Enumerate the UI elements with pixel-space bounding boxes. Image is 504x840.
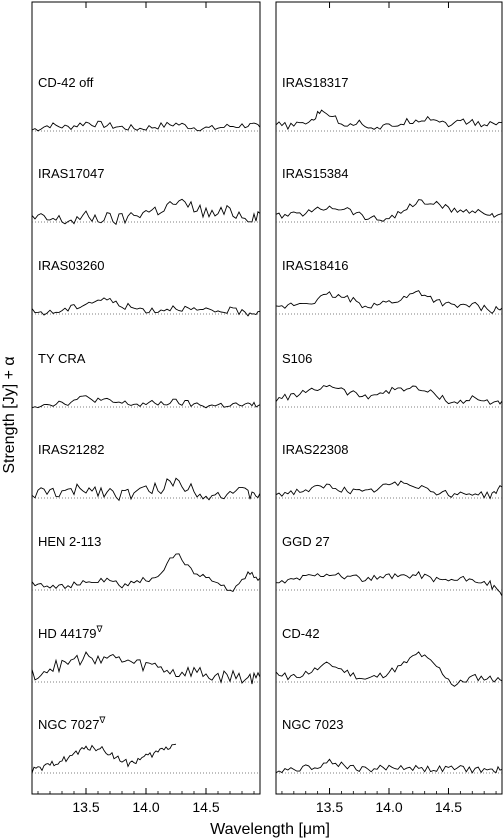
series-label: TY CRA xyxy=(38,351,86,366)
spectrum-line xyxy=(31,651,261,685)
series-label-superscript: ∇ xyxy=(96,624,104,634)
spectrum-line xyxy=(31,120,261,132)
series-label: GGD 27 xyxy=(282,534,330,549)
y-axis-label: Strength [Jy] + α xyxy=(1,356,18,473)
series-label-superscript: ∇ xyxy=(98,715,106,725)
series-label: IRAS18416 xyxy=(282,258,349,273)
spectrum-line xyxy=(31,743,177,774)
spectrum-line xyxy=(275,758,503,774)
panel-frame xyxy=(31,1,261,795)
series-label: NGC 7023 xyxy=(282,717,343,732)
spectrum-line xyxy=(31,395,261,409)
right-panel: 13.5 14.0 14.5 IRAS18317 IRAS15384 IRAS18416 S… xyxy=(275,1,503,815)
x-tick-label: 14.5 xyxy=(435,799,462,815)
series-label: S106 xyxy=(282,351,312,366)
spectrum-line xyxy=(31,553,261,592)
series-label: IRAS22308 xyxy=(282,442,349,457)
spectrum-line xyxy=(275,384,503,405)
spectrum-line xyxy=(31,297,260,317)
series-label: IRAS03260 xyxy=(38,258,105,273)
series-label: IRAS17047 xyxy=(38,166,105,181)
series-label: CD-42 xyxy=(282,626,320,641)
spectrum-line xyxy=(275,570,503,597)
x-tick-label: 14.0 xyxy=(132,799,159,815)
x-tick-label: 13.5 xyxy=(316,799,343,815)
x-tick-label: 14.0 xyxy=(375,799,402,815)
spectrum-line xyxy=(275,651,503,687)
series-label: HD 44179∇ xyxy=(38,624,104,641)
spectrum-line xyxy=(275,480,503,500)
spectrum-line xyxy=(275,199,503,222)
x-tick-label: 13.5 xyxy=(72,799,99,815)
series-label: IRAS21282 xyxy=(38,442,105,457)
x-axis-label: Wavelength [μm] xyxy=(210,821,330,838)
series-label: IRAS15384 xyxy=(282,166,349,181)
spectrum-line xyxy=(31,198,261,226)
x-tick-label: 14.5 xyxy=(192,799,219,815)
series-label: IRAS18317 xyxy=(282,75,349,90)
spectrum-line xyxy=(275,109,503,131)
left-panel: 13.5 14.0 14.5 CD-42 off IRAS17047 IRAS03260 T… xyxy=(31,1,261,815)
series-label: HEN 2-113 xyxy=(38,534,101,549)
spectrum-line xyxy=(31,477,261,502)
series-label: CD-42 off xyxy=(38,75,94,90)
series-label: NGC 7027∇ xyxy=(38,715,106,732)
spectrum-line xyxy=(275,290,503,315)
